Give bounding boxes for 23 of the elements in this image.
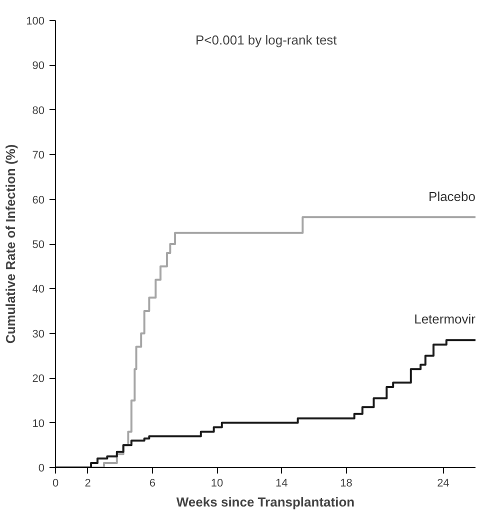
x-tick-label: 10 (210, 478, 224, 490)
y-tick-label: 100 (26, 16, 45, 28)
y-tick-label: 40 (32, 284, 45, 296)
x-tick-label: 6 (149, 478, 156, 490)
y-tick-label: 10 (32, 418, 45, 430)
annotation: P<0.001 by log-rank test (196, 32, 338, 48)
x-tick-label: 14 (276, 478, 288, 490)
y-axis-title: Cumulative Rate of Infection (%) (3, 144, 18, 344)
series-label: Placebo (428, 188, 476, 204)
y-tick-label: 20 (32, 373, 45, 386)
y-tick-label: 30 (32, 328, 45, 340)
y-tick-label: 70 (32, 150, 45, 162)
x-axis-title: Weeks since Transplantation (176, 494, 355, 510)
x-tick-label: 0 (52, 478, 59, 490)
x-tick-label: 2 (84, 478, 91, 490)
y-tick-label: 80 (32, 104, 45, 117)
x-tick-label: 24 (437, 478, 450, 490)
y-tick-label: 50 (32, 239, 45, 251)
y-tick-label: 60 (32, 194, 45, 206)
y-tick-label: 0 (38, 462, 45, 474)
x-tick-label: 18 (340, 478, 352, 490)
y-tick-label: 90 (32, 60, 45, 72)
series-label: Letermovir (414, 312, 476, 327)
